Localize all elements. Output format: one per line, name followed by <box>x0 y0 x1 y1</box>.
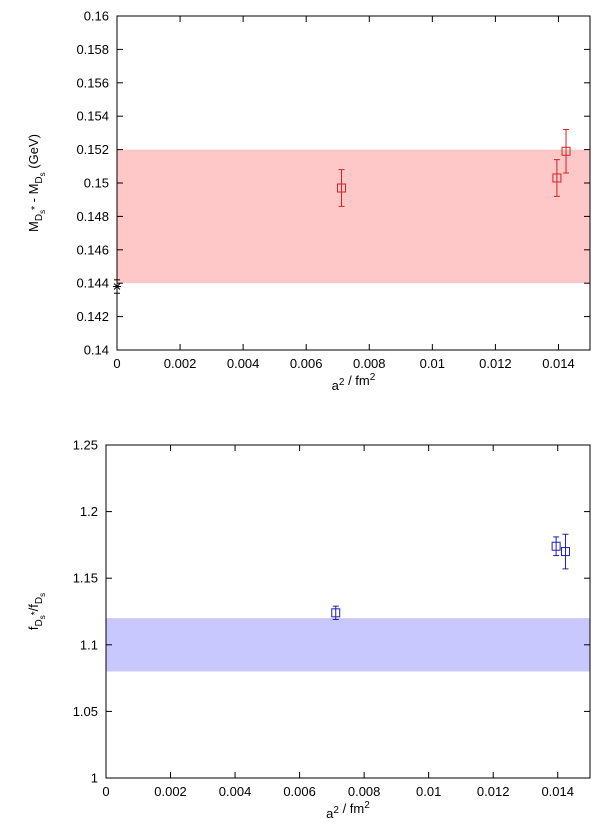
y-tick-label: 0.154 <box>76 109 109 124</box>
plot-frame <box>105 444 591 779</box>
tick-labels: 0 0.002 0.004 0.006 0.008 0.01 0.012 0.014 0.14 0… <box>76 9 574 372</box>
y-tick-label: 0.156 <box>76 75 109 90</box>
x-tick-label: 0.002 <box>154 784 187 799</box>
x-axis-label: a2 / fm2 <box>332 372 376 393</box>
square-marker <box>331 608 341 618</box>
x-tick-label: 0.004 <box>219 784 252 799</box>
fit-band <box>117 149 590 284</box>
y-tick-label: 0.146 <box>76 242 109 257</box>
square-marker <box>551 541 561 551</box>
mass-splitting-panel: 0 0.002 0.004 0.006 0.008 0.01 0.012 0.014 0.14 0… <box>26 9 591 393</box>
x-tick-label: 0.004 <box>227 356 260 371</box>
fit-band <box>106 618 590 672</box>
y-tick-label: 0.148 <box>76 209 109 224</box>
y-tick-label: 1.2 <box>80 504 98 519</box>
x-tick-label: 0.014 <box>542 356 575 371</box>
y-tick-label: 0.14 <box>84 343 109 358</box>
y-tick-label: 1.1 <box>80 637 98 652</box>
square-marker <box>561 146 571 156</box>
x-tick-label: 0.012 <box>479 356 512 371</box>
y-axis-label: fDs*/fDs <box>26 593 47 630</box>
square-marker <box>560 547 570 557</box>
y-tick-label: 0.144 <box>76 276 109 291</box>
x-tick-label: 0.006 <box>283 784 316 799</box>
x-tick-label: 0.006 <box>290 356 323 371</box>
y-tick-label: 1.05 <box>73 704 98 719</box>
data-point <box>560 533 570 570</box>
x-tick-label: 0.008 <box>353 356 386 371</box>
data-point <box>551 536 561 557</box>
x-tick-label: 0.014 <box>541 784 574 799</box>
tick-labels: 0 0.002 0.004 0.006 0.008 0.01 0.012 0.014 1 1.05… <box>73 438 574 800</box>
x-tick-label: 0.01 <box>420 356 445 371</box>
x-axis-label: a2 / fm2 <box>326 800 370 821</box>
square-marker <box>337 183 347 193</box>
square-marker <box>552 173 562 183</box>
y-tick-label: 0.158 <box>76 42 109 57</box>
x-tick-label: 0 <box>113 356 120 371</box>
y-tick-label: 0.142 <box>76 309 109 324</box>
data-points <box>331 533 570 620</box>
data-point <box>552 159 562 197</box>
y-axis-label: MDs* - MDs (GeV) <box>26 134 47 232</box>
y-tick-label: 1 <box>91 771 98 786</box>
y-tick-label: 1.25 <box>73 438 98 453</box>
data-points <box>113 129 571 294</box>
y-tick-label: 0.15 <box>84 176 109 191</box>
plot-frame <box>116 15 591 351</box>
x-tick-label: 0.01 <box>416 784 441 799</box>
x-tick-label: 0.012 <box>477 784 510 799</box>
y-tick-label: 1.15 <box>73 571 98 586</box>
y-tick-label: 0.16 <box>84 9 109 24</box>
tick-marks <box>105 444 590 779</box>
data-point <box>331 605 341 620</box>
data-point <box>561 129 571 174</box>
x-tick-label: 0 <box>102 784 109 799</box>
y-tick-label: 0.152 <box>76 142 109 157</box>
x-tick-label: 0.002 <box>164 356 197 371</box>
data-point <box>337 169 347 207</box>
decay-constant-ratio-panel: 0 0.002 0.004 0.006 0.008 0.01 0.012 0.014 1 1.05… <box>26 438 591 821</box>
x-tick-label: 0.008 <box>348 784 381 799</box>
